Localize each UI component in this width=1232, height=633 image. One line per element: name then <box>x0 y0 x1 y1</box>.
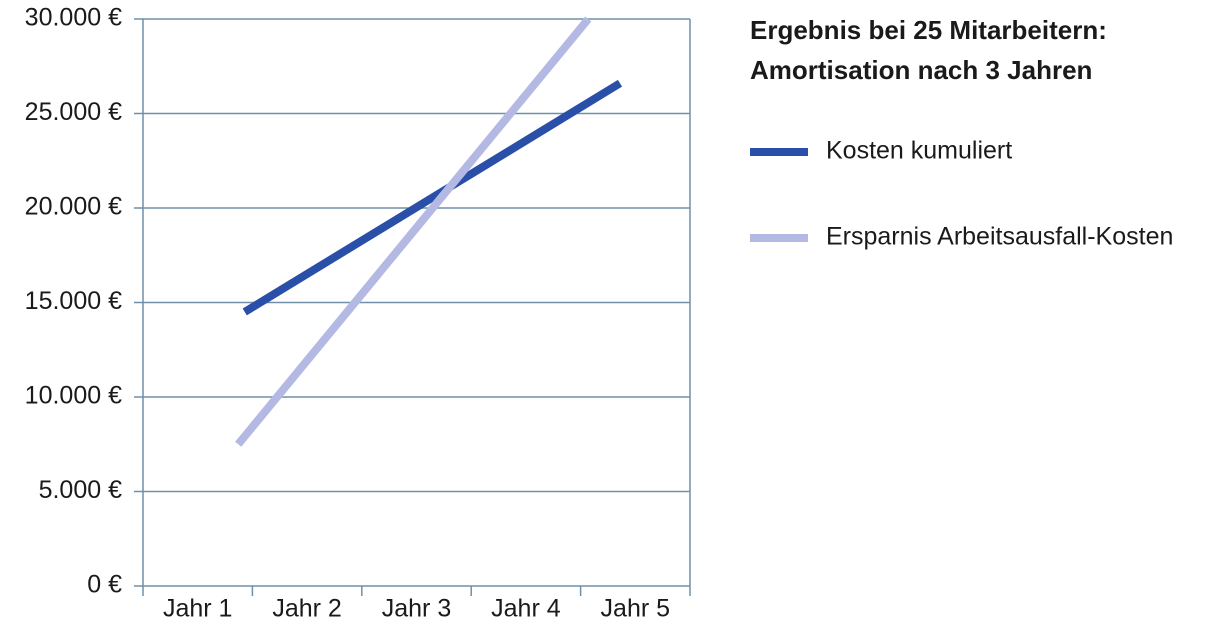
chart-title-line: Ergebnis bei 25 Mitarbeitern: <box>750 15 1107 45</box>
y-tick-label: 30.000 € <box>25 4 122 32</box>
x-tick-label: Jahr 2 <box>272 595 341 623</box>
y-tick-label: 25.000 € <box>25 98 122 126</box>
x-tick-label: Jahr 4 <box>491 595 561 623</box>
y-tick-label: 20.000 € <box>25 193 122 221</box>
legend-label: Ersparnis Arbeitsausfall-Kosten <box>826 223 1173 251</box>
x-tick-label: Jahr 1 <box>163 595 232 623</box>
y-tick-label: 15.000 € <box>25 287 122 315</box>
legend-label: Kosten kumuliert <box>826 137 1012 165</box>
series-line <box>242 79 623 316</box>
y-tick-label: 5.000 € <box>39 476 123 504</box>
y-tick-label: 10.000 € <box>25 382 122 410</box>
x-tick-label: Jahr 5 <box>601 595 670 623</box>
chart-title-line: Amortisation nach 3 Jahren <box>750 55 1092 85</box>
series-line <box>235 16 592 447</box>
x-tick-label: Jahr 3 <box>382 595 451 623</box>
y-tick-label: 0 € <box>87 571 122 599</box>
